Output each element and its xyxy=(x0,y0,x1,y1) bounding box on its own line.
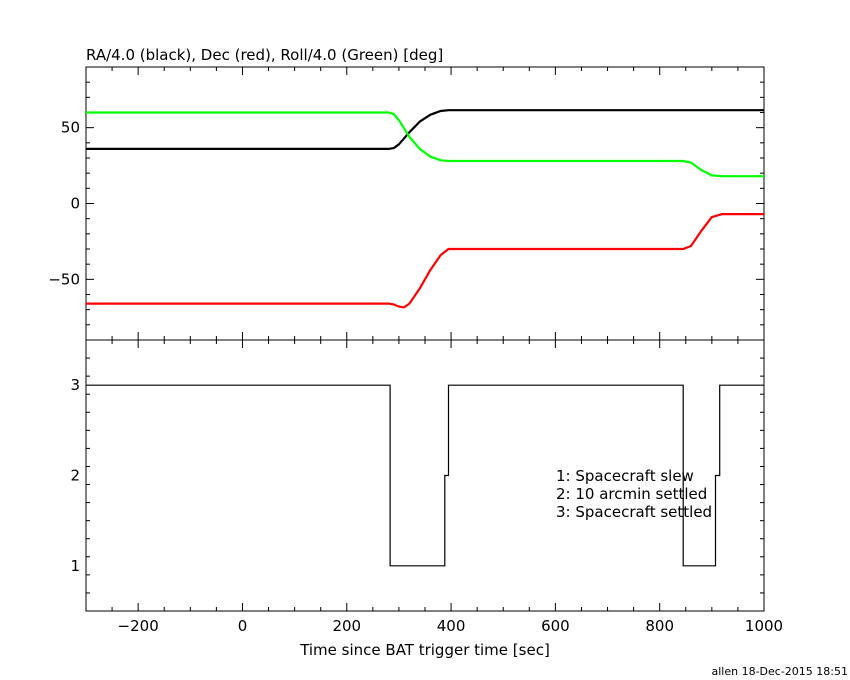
series-line-p0-0 xyxy=(86,109,764,150)
y-tick-label: 0 xyxy=(70,195,80,213)
legend-note-2: 2: 10 arcmin settled xyxy=(556,485,707,503)
series-line-p0-2 xyxy=(86,111,764,178)
y-tick-label: 3 xyxy=(70,376,80,394)
x-tick-label: 1000 xyxy=(745,617,783,635)
x-tick-label: 400 xyxy=(437,617,466,635)
top-plot-frame xyxy=(85,66,765,341)
x-tick-label: −200 xyxy=(118,617,159,635)
series-line-p1-0 xyxy=(86,384,764,567)
y-tick-label: 1 xyxy=(70,557,80,575)
chart-marks: −50 0 50 1 2 3 −200 0 200 400 600 800 1000 xyxy=(48,66,783,635)
x-axis-label: Time since BAT trigger time [sec] xyxy=(299,641,550,659)
series-line-p0-1 xyxy=(86,213,764,309)
legend-note-3: 3: Spacecraft settled xyxy=(556,503,712,521)
top-chart-title: RA/4.0 (black), Dec (red), Roll/4.0 (Gre… xyxy=(86,46,443,64)
legend-note-1: 1: Spacecraft slew xyxy=(556,467,694,485)
footer-stamp: allen 18-Dec-2015 18:51 xyxy=(711,665,848,678)
x-tick-label: 600 xyxy=(541,617,570,635)
x-tick-label: 800 xyxy=(645,617,674,635)
y-tick-label: 2 xyxy=(70,467,80,485)
y-tick-label: −50 xyxy=(48,270,80,288)
x-tick-label: 200 xyxy=(332,617,361,635)
x-tick-label: 0 xyxy=(238,617,248,635)
y-tick-label: 50 xyxy=(61,119,80,137)
